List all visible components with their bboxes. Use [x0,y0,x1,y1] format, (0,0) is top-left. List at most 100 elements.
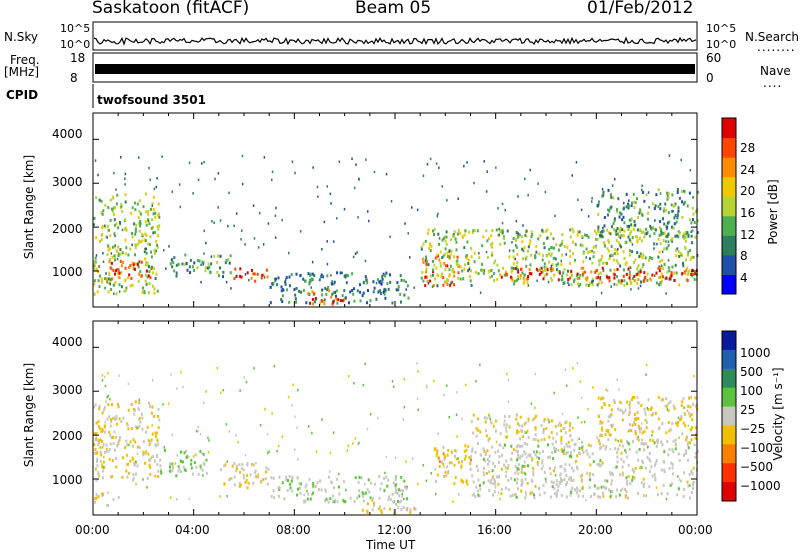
data-cell [600,397,603,401]
data-cell [647,211,650,215]
data-cell [560,477,562,481]
data-cell [455,413,458,416]
data-cell [581,448,584,452]
data-cell [515,445,518,449]
data-cell [690,395,692,399]
data-cell [660,440,663,444]
data-cell [671,448,674,452]
data-cell [525,264,528,268]
data-cell [260,276,263,280]
power-ytick-3000: 3000 [52,175,83,189]
data-cell [213,254,216,258]
data-cell [550,246,553,249]
data-cell [243,375,246,379]
data-cell [630,217,633,221]
data-cell [455,248,458,252]
data-cell [588,455,591,459]
data-cell [632,476,635,480]
data-cell [663,468,666,472]
data-cell [677,209,680,213]
data-cell [643,271,646,275]
data-cell [120,156,122,159]
data-cell [342,298,345,302]
data-cell [632,228,635,231]
data-cell [142,453,145,457]
data-cell [645,426,648,430]
data-cell [492,461,494,465]
data-cell [610,482,613,486]
data-cell [373,482,376,486]
data-cell [235,464,238,468]
data-cell [671,193,674,197]
data-cell [624,488,627,491]
data-cell [628,270,631,274]
data-cell [104,421,106,424]
data-cell [468,230,471,234]
data-cell [453,270,456,274]
data-cell [620,279,623,283]
data-cell [150,255,153,259]
data-cell [436,273,439,277]
data-cell [663,470,666,474]
data-cell [437,432,439,435]
data-cell [436,473,439,477]
data-cell [371,499,373,502]
data-cell [333,282,335,286]
data-cell [568,283,570,287]
data-cell [583,420,586,424]
data-cell [155,239,158,243]
data-cell [491,251,494,255]
data-cell [127,427,130,431]
data-cell [535,450,538,454]
data-cell [270,495,273,498]
data-cell [100,277,103,281]
data-cell [148,270,151,274]
data-cell [391,380,394,383]
data-cell [615,283,618,287]
data-cell [519,456,522,460]
data-cell [523,465,526,469]
data-cell [527,245,530,249]
data-cell [595,232,598,236]
data-cell [101,280,103,284]
data-cell [432,270,435,273]
data-cell [335,289,338,293]
data-cell [577,230,580,234]
data-cell [389,497,392,501]
data-cell [228,261,231,265]
data-cell [210,262,213,266]
data-cell [101,224,104,228]
data-cell [639,228,642,232]
data-cell [276,283,279,287]
data-cell [648,457,651,461]
data-cell [581,446,583,449]
data-cell [336,477,339,481]
data-cell [654,461,657,465]
data-cell [291,160,294,163]
data-cell [147,242,150,246]
data-cell [651,413,654,417]
data-cell [191,265,194,269]
data-cell [560,464,563,468]
data-cell [663,263,666,267]
data-cell [109,198,112,202]
data-cell [590,444,593,448]
data-cell [620,439,622,443]
data-cell [323,302,326,306]
data-cell [364,275,367,279]
data-cell [244,243,246,246]
data-cell [252,204,255,207]
data-cell [663,207,666,211]
data-cell [157,475,160,478]
data-cell [427,232,430,235]
data-cell [313,292,315,296]
data-cell [147,219,150,223]
data-cell [383,489,386,493]
data-cell [153,287,156,291]
data-cell [525,278,528,281]
data-cell [153,195,155,199]
data-cell [145,210,148,214]
vel-cbar-swatch [722,387,736,408]
data-cell [647,398,650,402]
data-cell [628,447,631,451]
